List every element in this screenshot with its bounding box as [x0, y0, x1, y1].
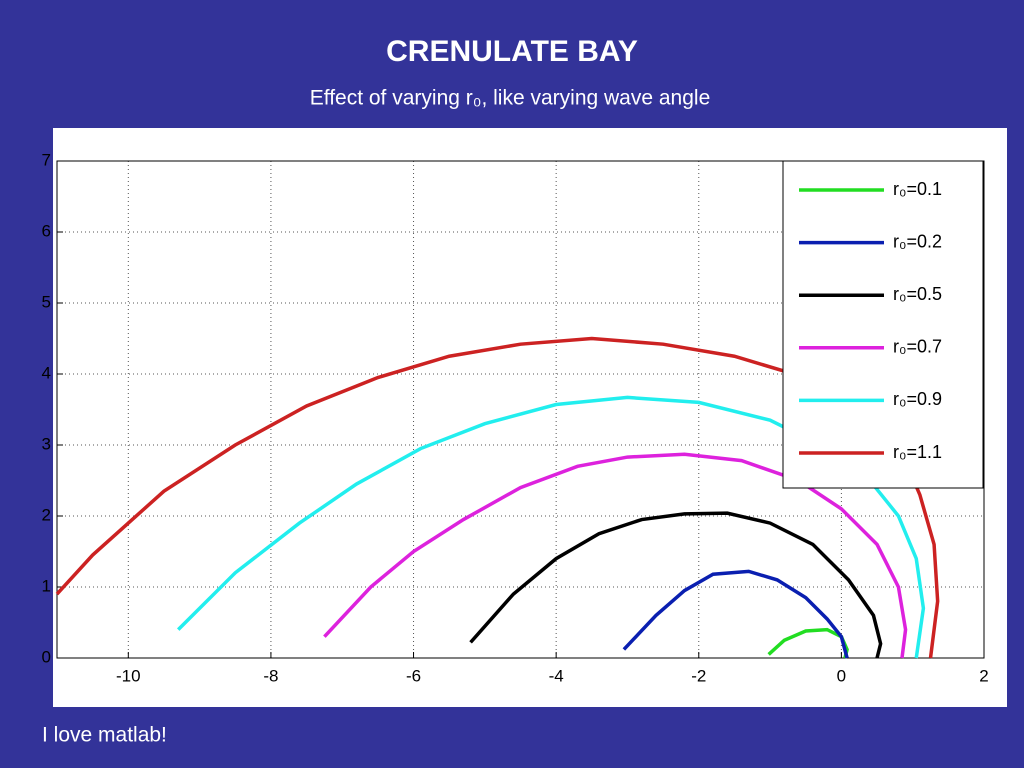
legend-label: r₀=1.1 — [893, 442, 942, 462]
x-tick-label: -8 — [263, 666, 278, 685]
y-tick-label: 1 — [42, 576, 51, 595]
y-tick-label: 2 — [42, 505, 51, 524]
legend-label: r₀=0.2 — [893, 231, 942, 251]
series-line — [767, 627, 849, 659]
chart-title: CRENULATE BAY — [386, 35, 638, 68]
footer: I love matlab! — [42, 724, 167, 747]
y-tick-label: 7 — [42, 150, 51, 169]
axes-box — [56, 160, 985, 659]
series-line — [323, 452, 908, 659]
y-tick-label: 6 — [42, 221, 51, 240]
x-tick-label: -6 — [406, 666, 421, 685]
x-tick-label: 0 — [837, 666, 846, 685]
series-line — [55, 336, 940, 659]
series-line — [469, 511, 883, 659]
y-tick-label: 4 — [42, 363, 51, 382]
legend-label: r₀=0.1 — [893, 179, 942, 199]
legend-label: r₀=0.9 — [893, 389, 942, 409]
x-tick-label: -2 — [691, 666, 706, 685]
x-tick-label: -4 — [549, 666, 564, 685]
legend-label: r₀=0.7 — [893, 337, 942, 357]
series-line — [176, 395, 926, 659]
legend-label: r₀=0.5 — [893, 284, 942, 304]
series-line — [622, 569, 849, 659]
y-tick-label: 3 — [42, 434, 51, 453]
x-tick-label: 2 — [979, 666, 988, 685]
legend-box — [782, 160, 984, 489]
y-tick-label: 5 — [42, 292, 51, 311]
y-tick-label: 0 — [42, 647, 51, 666]
x-tick-label: -10 — [116, 666, 141, 685]
chart-subtitle: Effect of varying r₀, like varying wave … — [310, 87, 711, 110]
